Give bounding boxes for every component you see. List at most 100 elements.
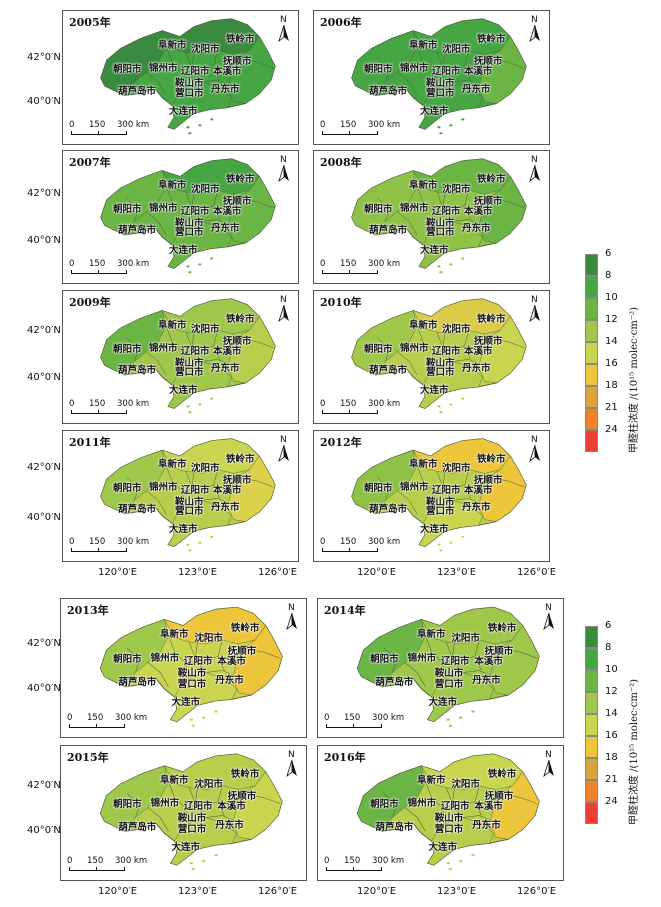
- city-label: 抚顺市: [223, 195, 252, 207]
- city-label: 本溪市: [213, 345, 242, 357]
- city-label: 朝阳市: [113, 343, 142, 355]
- city-label: 铁岭市: [226, 453, 255, 465]
- region-south: [167, 500, 232, 547]
- city-boundary-1: [165, 46, 187, 90]
- city-label: 本溪市: [217, 655, 246, 667]
- liaoning-map-svg: [100, 438, 276, 552]
- scale-label-0: 0: [320, 399, 326, 409]
- island-0: [186, 405, 190, 408]
- city-boundary-4: [493, 643, 497, 663]
- city-label: 大连市: [428, 697, 457, 709]
- lon-label-123-c: 123°0′E: [178, 886, 218, 897]
- city-label: 大连市: [169, 385, 198, 397]
- scale-label-300: 300 km: [368, 259, 401, 269]
- city-label: 锦州市: [407, 798, 437, 810]
- city-label: 辽阳市: [432, 66, 461, 77]
- region-west: [357, 765, 426, 832]
- city-label: 营口市: [426, 227, 455, 239]
- north-arrow-icon: N: [284, 750, 300, 778]
- city-label: 辽阳市: [432, 205, 461, 217]
- city-label: 营口市: [177, 678, 207, 690]
- map-panel-11: 2016年 铁岭市 阜新市 沈阳市 抚顺市 朝阳市 锦州市 辽阳市 本溪市 鞍山市 营口市 丹东市 葫芦…: [317, 745, 564, 881]
- city-label: 锦州市: [149, 63, 178, 74]
- lon-label-123-a: 123°0′E: [178, 567, 218, 578]
- city-boundary-6: [442, 192, 446, 208]
- panel-year-label: 2006年: [320, 16, 362, 29]
- legend-swatch: [585, 780, 598, 802]
- city-label: 丹东市: [462, 223, 491, 235]
- city-label: 阜新市: [417, 628, 446, 640]
- city-boundary-8: [237, 197, 274, 208]
- city-label: 鞍山市: [177, 813, 207, 825]
- city-boundary-5: [181, 65, 214, 73]
- north-label: N: [545, 603, 552, 613]
- north-label: N: [531, 295, 538, 305]
- scale-bar: 0 150 300 km: [320, 537, 400, 557]
- city-boundary-4: [231, 54, 234, 73]
- legend-tick-label: 14: [605, 708, 618, 719]
- city-boundary-9: [377, 477, 390, 501]
- liaoning-map-svg: [351, 298, 527, 414]
- city-label: 锦州市: [150, 798, 180, 810]
- island-0: [186, 543, 190, 546]
- city-label: 大连市: [171, 697, 200, 709]
- city-label: 丹东市: [215, 819, 244, 831]
- city-boundary-1: [168, 781, 190, 826]
- city-label: 铁岭市: [477, 34, 506, 45]
- region-west: [351, 310, 418, 376]
- city-label: 丹东市: [472, 819, 501, 831]
- legend-swatch: [585, 758, 598, 780]
- city-label: 阜新市: [158, 179, 187, 191]
- city-label: 鞍山市: [175, 496, 204, 508]
- city-boundary-6: [442, 52, 446, 69]
- region-south: [418, 81, 483, 130]
- north-label: N: [280, 295, 287, 305]
- north-arrow-icon: N: [541, 603, 557, 631]
- city-label: 鞍山市: [177, 668, 207, 680]
- map-panel-6: 2011年 铁岭市 阜新市 沈阳市 抚顺市 朝阳市 锦州市 辽阳市 本溪市 鞍山市 营口市 丹东市 葫芦…: [62, 430, 299, 562]
- island-1: [449, 124, 453, 127]
- city-label: 大连市: [169, 523, 198, 535]
- city-boundary-7: [205, 670, 237, 677]
- city-boundary-4: [231, 333, 234, 352]
- city-label: 本溪市: [474, 655, 503, 667]
- scale-label-0: 0: [69, 537, 75, 547]
- lat-label-40-p9: 40°0′N: [27, 683, 61, 694]
- legend-swatch: [585, 320, 598, 342]
- city-boundary-7: [201, 498, 232, 505]
- panel-year-label: 2008年: [320, 156, 362, 169]
- legend-tick-label: 24: [605, 424, 618, 435]
- legend-swatch: [585, 386, 598, 408]
- north-arrow-icon: N: [276, 155, 292, 183]
- city-label: 沈阳市: [191, 44, 220, 55]
- liaoning-map-svg: [351, 158, 527, 274]
- scale-label-150: 150: [344, 856, 361, 866]
- region-east: [232, 771, 283, 840]
- map-panel-9: 2014年 铁岭市 阜新市 沈阳市 抚顺市 朝阳市 锦州市 辽阳市 本溪市 鞍山市 营口市 丹东市 葫芦…: [317, 598, 564, 738]
- city-boundary-7: [205, 815, 237, 822]
- city-label: 沈阳市: [442, 44, 471, 55]
- city-label: 沈阳市: [451, 779, 480, 791]
- city-label: 锦州市: [149, 481, 178, 493]
- region-east: [478, 455, 527, 522]
- city-boundary-8: [488, 58, 525, 69]
- city-label: 铁岭市: [477, 173, 506, 185]
- region-west: [100, 765, 169, 832]
- city-boundary-0: [146, 211, 167, 236]
- region-west: [100, 30, 167, 96]
- north-arrow-icon: N: [284, 603, 300, 631]
- north-arrow-icon: N: [527, 155, 543, 183]
- city-boundary-0: [147, 662, 169, 688]
- legend-tick-label: 6: [605, 620, 612, 631]
- city-label: 阜新市: [409, 40, 438, 51]
- city-label: 鞍山市: [175, 78, 204, 89]
- lat-label-40-p3: 40°0′N: [27, 235, 61, 246]
- island-3: [188, 271, 192, 274]
- scale-label-300: 300 km: [372, 713, 405, 723]
- lat-label-40-p11: 40°0′N: [27, 825, 61, 836]
- city-label: 沈阳市: [442, 463, 471, 475]
- legend-swatch: [585, 276, 598, 298]
- scale-bar: 0 150 300 km: [67, 713, 147, 733]
- city-label: 阜新市: [417, 775, 446, 787]
- city-label: 抚顺市: [223, 56, 252, 67]
